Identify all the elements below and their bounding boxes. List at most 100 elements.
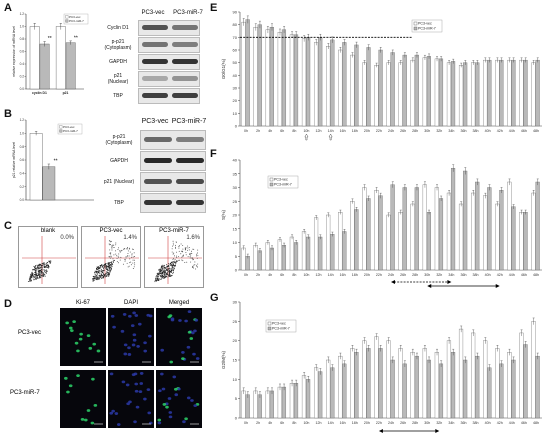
- arrow-head-right: [435, 429, 440, 433]
- event-dot: [119, 251, 121, 253]
- bar: [507, 352, 512, 419]
- event-dot: [173, 244, 174, 246]
- event-dot: [38, 270, 40, 272]
- x-tick-label: 0h: [244, 129, 248, 133]
- cell-nucleus: [181, 351, 185, 354]
- y-tick-label: 30: [233, 86, 238, 91]
- event-dot: [109, 270, 111, 272]
- bar: [390, 52, 395, 127]
- event-dot: [128, 265, 130, 267]
- event-dot: [111, 268, 113, 270]
- event-dot: [134, 256, 136, 257]
- cell-nucleus: [120, 329, 125, 333]
- event-dot: [115, 244, 117, 246]
- event-dot: [104, 276, 106, 278]
- event-dot: [182, 260, 184, 262]
- bar: [531, 62, 536, 127]
- event-dot: [95, 270, 97, 272]
- blot-strip: [138, 37, 200, 53]
- event-dot: [130, 264, 132, 266]
- x-tick-label: 20h: [364, 421, 370, 425]
- cell-nucleus: [132, 333, 137, 337]
- protein-band: [176, 199, 204, 205]
- x-tick-label: 24h: [388, 129, 394, 133]
- event-dot: [127, 248, 129, 250]
- cell-nucleus: [157, 418, 162, 422]
- protein-band: [142, 92, 168, 98]
- event-dot: [190, 261, 192, 263]
- x-tick-label: 30h: [424, 129, 430, 133]
- bar: [269, 27, 274, 127]
- cell-nucleus: [184, 417, 188, 421]
- event-dot: [112, 244, 114, 246]
- x-tick-label: 38h: [473, 273, 479, 277]
- cell-nucleus: [114, 412, 119, 415]
- y-tick-label: 1.2: [20, 12, 25, 16]
- x-tick-label: 10h: [303, 421, 309, 425]
- event-dot: [42, 275, 44, 277]
- cell-nucleus: [187, 330, 192, 334]
- event-dot: [168, 270, 170, 272]
- bar: [507, 181, 512, 271]
- event-dot: [101, 274, 103, 276]
- event-dot: [195, 268, 197, 270]
- event-dot: [128, 255, 130, 257]
- event-dot: [99, 278, 101, 280]
- bar: [471, 62, 476, 127]
- event-dot: [99, 272, 101, 274]
- bar: [422, 184, 427, 271]
- bar: [318, 371, 323, 419]
- cell-field: [109, 372, 153, 426]
- x-tick-label: 46h: [521, 421, 527, 425]
- event-dot: [98, 278, 100, 280]
- event-dot: [133, 252, 135, 254]
- event-dot: [170, 275, 172, 277]
- event-dot: [164, 267, 166, 269]
- event-dot: [181, 250, 183, 252]
- event-dot: [171, 264, 173, 266]
- panel-b-blot: PC3-vec PC3-miR-7 p-p21 (Cytoplasm) GAPDH…: [100, 116, 208, 216]
- event-dot: [94, 273, 96, 275]
- cell-nucleus: [186, 345, 191, 349]
- bar: [426, 359, 431, 419]
- protein-band: [172, 24, 198, 30]
- event-dot: [197, 249, 199, 251]
- x-tick-label: 34h: [448, 421, 454, 425]
- bar: [414, 54, 419, 127]
- event-dot: [96, 278, 98, 280]
- event-dot: [28, 278, 30, 280]
- bar: [338, 49, 343, 127]
- bar: [450, 352, 456, 419]
- event-dot: [39, 275, 41, 277]
- event-dot: [161, 265, 163, 267]
- bar: [378, 348, 383, 419]
- event-dot: [172, 268, 174, 270]
- legend-box: [57, 123, 83, 135]
- cell-nucleus: [116, 423, 121, 426]
- event-dot: [193, 248, 195, 250]
- bar: [301, 231, 307, 271]
- x-tick-label: 22h: [376, 421, 382, 425]
- bar: [374, 336, 379, 419]
- cell-nucleus: [92, 342, 97, 346]
- panel-label-d: D: [4, 298, 12, 310]
- cell-nucleus: [138, 390, 143, 394]
- flow-plot: PC3-miR-7 1.6%: [144, 226, 204, 288]
- bar: [434, 58, 439, 127]
- cell-nucleus: [72, 320, 76, 324]
- event-dot: [122, 263, 124, 265]
- cell-nucleus: [68, 384, 73, 388]
- event-dot: [178, 250, 180, 252]
- cell-nucleus: [111, 409, 115, 413]
- x-tick-label: 4h: [268, 421, 272, 425]
- event-dot: [158, 275, 160, 277]
- event-dot: [127, 266, 129, 268]
- event-dot: [192, 267, 194, 269]
- panel-a-blot: PC3-vec PC3-miR-7 Cyclin D1 p-p21 (Cytopl…: [100, 8, 208, 106]
- blot-strip: [140, 193, 206, 213]
- event-dot: [100, 270, 102, 272]
- event-dot: [35, 270, 37, 272]
- event-dot: [43, 269, 45, 271]
- microscopy-image: [108, 370, 154, 428]
- x-tick-label: 28h: [412, 129, 418, 133]
